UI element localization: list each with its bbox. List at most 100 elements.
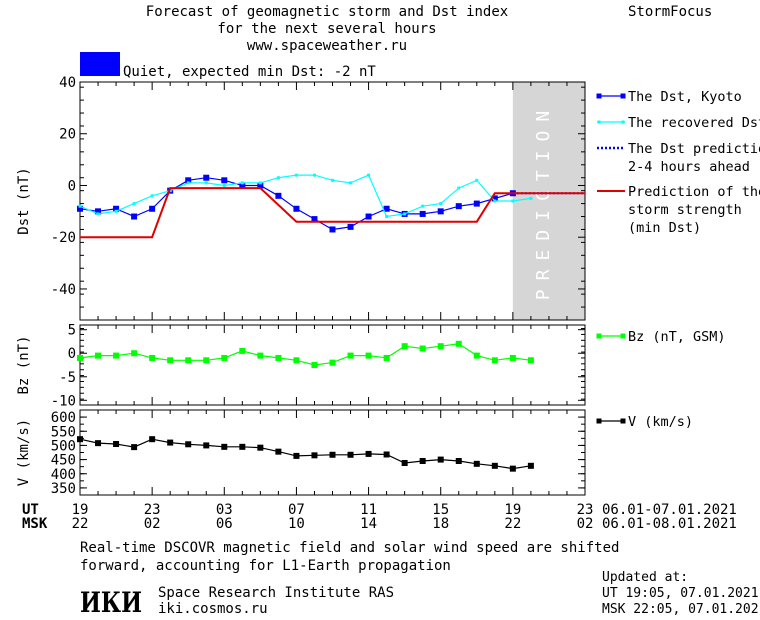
bz-series-0-point <box>185 357 192 364</box>
bz-series-0-point <box>167 357 174 364</box>
legend-label-5: V (km/s) <box>628 414 693 430</box>
v-ytick-label: 550 <box>51 424 76 440</box>
ut-tick-label: 15 <box>432 502 449 518</box>
dst-series-0-point <box>113 205 120 212</box>
bz-series-0-point <box>113 352 120 359</box>
dst-series-0-point <box>149 205 156 212</box>
bz-series-0-point <box>203 357 210 364</box>
ut-tick-label: 19 <box>504 502 521 518</box>
dst-series-1-point <box>439 202 443 206</box>
v-ylabel: V (km/s) <box>16 419 32 486</box>
dst-series-0-point <box>257 182 264 189</box>
ut-tick-label: 03 <box>216 502 233 518</box>
time-axis-labels: 19 23 03 07 11 15 19 23 22 02 06 10 14 18 22 02 <box>72 502 594 532</box>
bz-series-0-point <box>221 354 228 361</box>
bz-series-0-line <box>79 343 531 366</box>
dst-series-1-point <box>475 178 479 182</box>
bz-series-0-point <box>401 343 408 350</box>
dst-series-1-point <box>186 181 190 185</box>
v-series-0-point <box>95 440 102 447</box>
dst-ytick-label: 40 <box>59 75 76 91</box>
quiet-status-label: Quiet, expected min Dst: -2 nT <box>123 64 376 80</box>
dst-series-0-point <box>473 200 480 207</box>
ut-tick-label: 19 <box>72 502 89 518</box>
bz-series-0-point <box>257 352 264 359</box>
dst-series-0-point <box>95 208 102 215</box>
brand-name: StormFocus <box>628 4 712 20</box>
dst-series-1-point <box>294 173 298 177</box>
bz-series-0-point <box>347 352 354 359</box>
dst-series-1-line <box>79 174 531 218</box>
v-series-0-point <box>293 452 300 459</box>
v-series-0-line <box>79 438 531 470</box>
bz-series-0-point <box>311 362 318 368</box>
dst-series-1-point <box>276 176 280 180</box>
dst-series-1-point <box>96 212 100 216</box>
v-series-0-point <box>419 458 426 464</box>
dst-series-1-point <box>367 173 371 177</box>
bz-ytick-label: 5 <box>68 323 76 339</box>
v-series-0-point <box>77 436 83 443</box>
bz-ylabel: Bz (nT) <box>16 335 32 394</box>
dst-series-3-line <box>80 187 585 239</box>
v-series-0-point <box>311 452 318 459</box>
bz-ytick-label: -10 <box>51 393 76 409</box>
quiet-status-swatch <box>80 52 120 76</box>
ut-tick-label: 11 <box>360 502 377 518</box>
v-series-0-point <box>275 448 282 455</box>
bz-series-0-point <box>509 354 516 361</box>
dst-series-0-point <box>365 213 372 220</box>
v-series-0-point <box>347 451 354 458</box>
institute-name: Space Research Institute RAS <box>158 585 394 601</box>
msk-tick-label: 02 <box>577 516 594 532</box>
bz-series-0-point <box>365 352 372 359</box>
v-series-0-point <box>257 444 264 451</box>
updated-ut-time: UT 19:05, 07.01.2021 <box>602 586 759 601</box>
v-series-0-point <box>491 462 498 469</box>
dst-series-1-point <box>511 199 515 203</box>
msk-tick-label: 14 <box>360 516 377 532</box>
dst-series-0-point <box>239 182 246 189</box>
msk-date-range: 06.01-08.01.2021 <box>602 516 737 532</box>
v-ytick-label: 450 <box>51 453 76 469</box>
dst-ytick-label: -20 <box>51 230 76 246</box>
legend-label-3: storm strength <box>628 202 742 218</box>
dst-series-0-point <box>203 174 210 181</box>
legend: The Dst, Kyoto The recovered Dst The Dst p… <box>596 89 760 430</box>
ut-axis-label: UT <box>22 502 39 518</box>
legend-swatch-marker-4 <box>620 333 626 339</box>
v-ytick-label: 350 <box>51 481 76 497</box>
dst-series-1-point <box>78 204 82 208</box>
chart-title-line-2: for the next several hours <box>217 21 436 37</box>
dst-series-0-point <box>383 205 390 212</box>
dst-ytick-label: 0 <box>68 178 76 194</box>
bz-series-0-point <box>491 357 498 364</box>
legend-swatch-marker-5 <box>596 418 602 424</box>
dst-series-1-point <box>240 181 244 185</box>
v-series-0-point <box>527 462 534 469</box>
msk-tick-label: 06 <box>216 516 233 532</box>
updated-msk-time: MSK 22:05, 07.01.2021 <box>602 602 760 617</box>
dst-series-1-point <box>493 199 497 203</box>
ut-tick-label: 23 <box>577 502 594 518</box>
dst-ylabel: Dst (nT) <box>16 167 32 234</box>
dst-series-1-point <box>529 196 533 200</box>
dst-series-0-point <box>293 205 300 212</box>
dst-series-1-point <box>258 181 262 185</box>
dst-series-1-point <box>457 186 461 190</box>
dst-series-0-point <box>329 226 336 233</box>
msk-axis-label: MSK <box>22 516 48 532</box>
dst-series-1-point <box>312 173 316 177</box>
institute-site: iki.cosmos.ru <box>158 601 268 617</box>
v-series-0-point <box>113 441 120 447</box>
updated-label: Updated at: <box>602 570 688 585</box>
iki-logo: ИКИ <box>80 586 142 619</box>
dst-series-1-point <box>385 215 389 219</box>
dst-series-1-point <box>403 212 407 216</box>
bz-series-0-point <box>527 357 534 364</box>
propagation-note-line-2: forward, accounting for L1-Earth propaga… <box>80 558 451 574</box>
dst-series-0-point <box>185 177 192 184</box>
legend-label-3: Prediction of the <box>628 184 760 200</box>
